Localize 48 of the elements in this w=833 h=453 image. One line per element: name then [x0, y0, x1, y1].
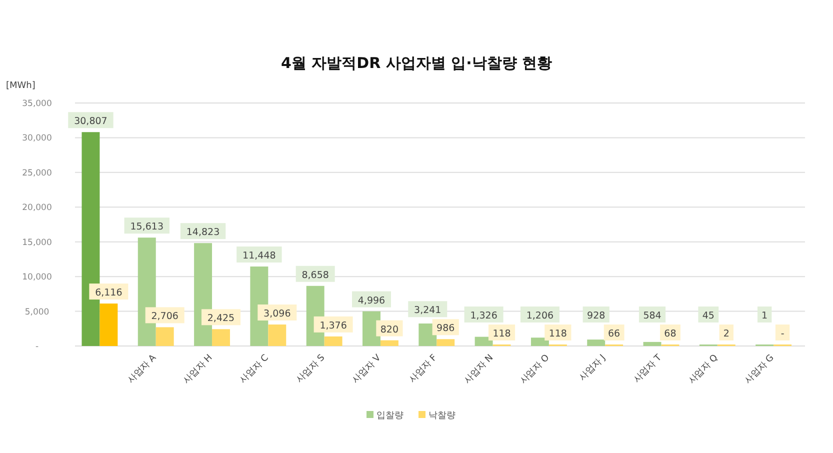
data-label: 820	[380, 324, 399, 336]
data-label: 2	[723, 328, 730, 340]
bar	[380, 340, 398, 346]
data-label: 118	[492, 328, 511, 340]
data-label: 928	[587, 310, 606, 322]
data-label: 6,116	[95, 288, 122, 299]
chart-title: 4월 자발적DR 사업자별 입·낙찰량 현황	[280, 54, 552, 72]
data-label: 30,807	[74, 116, 108, 128]
data-label: 14,823	[186, 227, 220, 238]
legend-label: 입찰량	[376, 411, 404, 421]
data-label: 1	[762, 310, 768, 322]
data-label: 3,241	[414, 305, 442, 316]
data-label: -	[780, 328, 784, 340]
y-tick-label: 10,000	[22, 272, 52, 283]
data-label: 45	[702, 310, 714, 322]
y-tick-label: 5,000	[24, 307, 50, 318]
y-tick-label: 20,000	[22, 203, 52, 214]
data-label: 3,096	[264, 308, 291, 320]
bar	[324, 336, 342, 346]
bar	[530, 338, 549, 346]
bar	[156, 327, 174, 346]
data-label: 118	[548, 328, 567, 340]
legend-label: 낙찰량	[428, 411, 456, 421]
data-label: 2,425	[207, 313, 235, 324]
data-label: 2,706	[151, 311, 178, 322]
data-label: 68	[664, 328, 676, 340]
bar	[587, 340, 606, 346]
data-label: 8,658	[302, 270, 329, 281]
y-tick-label: -	[35, 342, 39, 352]
data-label: 986	[436, 323, 455, 334]
data-label: 15,613	[130, 222, 164, 233]
bar	[100, 304, 118, 346]
data-label: 1,376	[320, 320, 347, 332]
bar	[212, 329, 230, 346]
data-label: 1,326	[470, 310, 498, 322]
data-label: 66	[608, 328, 620, 340]
data-label: 4,996	[358, 295, 386, 306]
y-tick-label: 15,000	[22, 238, 52, 248]
bar	[643, 342, 662, 346]
data-label: 1,206	[526, 310, 554, 322]
data-label: 584	[643, 310, 662, 322]
y-tick-label: 25,000	[22, 168, 52, 178]
y-tick-label: 35,000	[22, 99, 52, 109]
bar	[436, 339, 455, 346]
y-tick-label: 30,000	[22, 134, 52, 144]
bar	[268, 324, 286, 346]
y-axis-title: [MWh]	[6, 81, 36, 91]
data-label: 11,448	[242, 250, 276, 262]
